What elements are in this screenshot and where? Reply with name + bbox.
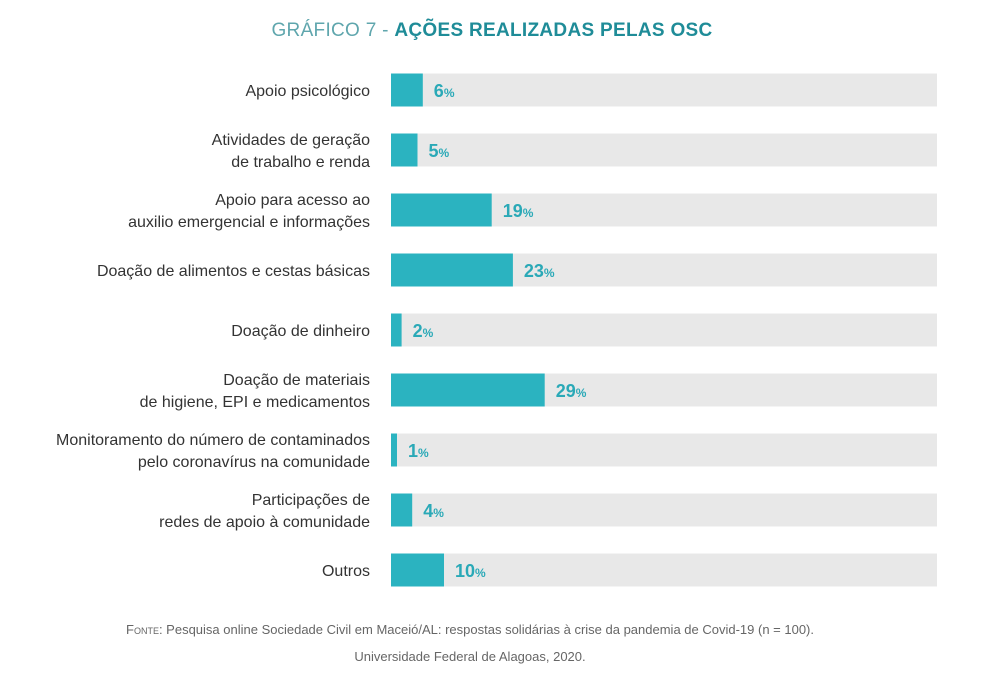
bar — [391, 193, 492, 227]
bar-chart: 6% Apoio psicológico 5% Atividades de geraç… — [56, 73, 937, 587]
bar-value-label: 2% — [413, 321, 434, 341]
bar — [391, 493, 413, 527]
bar-value-label: 29% — [556, 381, 587, 401]
bar-value-label: 6% — [434, 81, 455, 101]
category-label: Doação de alimentos e cestas básicas — [97, 263, 370, 280]
bar-value-label: 1% — [408, 441, 429, 461]
bar-track — [391, 493, 937, 527]
chart-title: GRÁFICO 7 - AÇÕES REALIZADAS PELAS OSC — [0, 20, 984, 42]
category-label: Apoio psicológico — [245, 83, 370, 100]
chart-title-prefix: GRÁFICO 7 - — [271, 20, 395, 41]
chart-source: Fonte: Pesquisa online Sociedade Civil e… — [0, 616, 940, 670]
source-text: Pesquisa online Sociedade Civil em Macei… — [162, 622, 814, 637]
bar — [391, 313, 402, 347]
bar-value-label: 23% — [524, 261, 555, 281]
bar-value-label: 4% — [423, 501, 444, 521]
bar-track — [391, 433, 937, 467]
bar-value-label: 5% — [429, 141, 450, 161]
bar — [391, 373, 545, 407]
bar — [391, 73, 423, 107]
bar-value-label: 10% — [455, 561, 486, 581]
category-label: Participações de redes de apoio à comunid… — [159, 492, 370, 531]
bar — [391, 253, 513, 287]
category-label: Atividades de geração de trabalho e renda — [212, 132, 370, 171]
source-line-2: Universidade Federal de Alagoas, 2020. — [354, 649, 586, 664]
category-label: Apoio para acesso ao auxilio emergencial … — [128, 192, 370, 231]
bar-track — [391, 553, 937, 587]
bar — [391, 133, 418, 167]
category-label: Outros — [322, 563, 370, 580]
category-label: Doação de dinheiro — [231, 323, 370, 340]
source-line-1: Fonte: Pesquisa online Sociedade Civil e… — [0, 616, 940, 643]
category-label: Monitoramento do número de contaminados p… — [56, 432, 370, 471]
bar-value-label: 19% — [503, 201, 534, 221]
bar-track — [391, 73, 937, 107]
bar-track — [391, 133, 937, 167]
chart-title-main: AÇÕES REALIZADAS PELAS OSC — [394, 20, 713, 41]
source-prefix: Fonte: — [126, 622, 163, 637]
bar — [391, 433, 397, 467]
bar — [391, 553, 444, 587]
category-label: Doação de materiais de higiene, EPI e med… — [140, 372, 370, 411]
bar-track — [391, 313, 937, 347]
